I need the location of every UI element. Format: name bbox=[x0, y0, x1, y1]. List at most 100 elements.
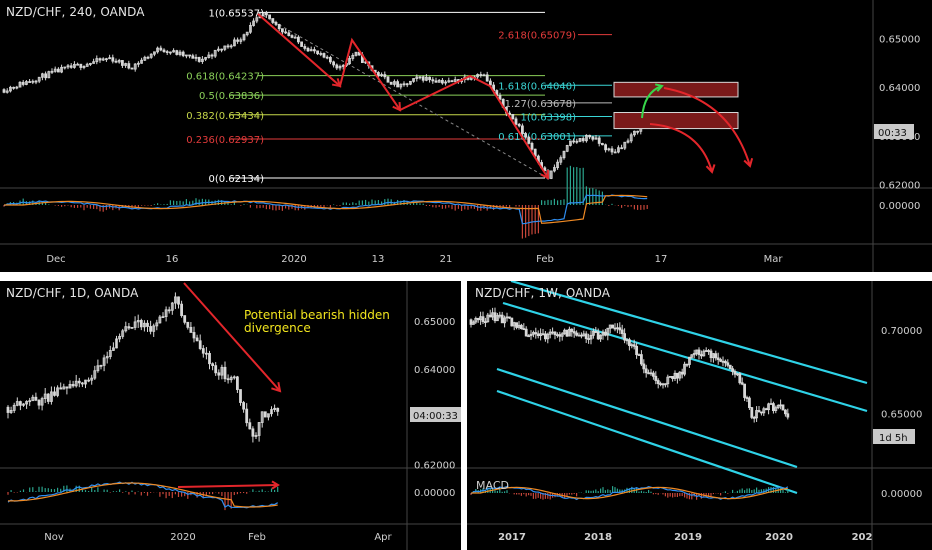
candle-1w-body bbox=[472, 321, 475, 325]
candle-1w-body bbox=[776, 405, 780, 409]
chart-1w-panel[interactable]: 0.70000 0.65000 1d 5h 0.00000 2017 2018 2019 20… bbox=[467, 281, 932, 550]
candle-4h-body bbox=[184, 54, 188, 57]
candle-1d-body bbox=[257, 422, 261, 436]
candle-4h-body bbox=[226, 45, 230, 48]
candle-4h-body bbox=[271, 18, 275, 23]
fib-trend-dashed bbox=[257, 12, 549, 179]
candle-4h-body bbox=[636, 130, 639, 133]
candle-1w-body bbox=[558, 334, 562, 337]
candle-1w-body bbox=[635, 345, 639, 355]
chart-4h-panel[interactable]: 1(0.65537) 0.618(0.64237) 0.5(0.63836) 0.38… bbox=[0, 0, 932, 272]
candle-1w-body bbox=[608, 324, 612, 329]
candle-1w-body bbox=[747, 397, 751, 408]
price-badge-label: 1d 5h bbox=[879, 433, 908, 444]
candle-4h-body bbox=[421, 76, 425, 81]
candle-4h-body bbox=[117, 60, 121, 63]
candle-4h-body bbox=[556, 161, 559, 168]
candle-1d-body bbox=[220, 366, 224, 376]
candle-1d-body bbox=[115, 338, 118, 349]
candle-1d-body bbox=[18, 401, 22, 406]
candle-1d-body bbox=[124, 326, 128, 332]
candle-4h-body bbox=[601, 143, 604, 146]
candle-1w-body bbox=[580, 334, 583, 337]
candle-1w-body bbox=[728, 364, 732, 370]
date-tick-label: Apr bbox=[374, 532, 392, 543]
candle-4h-body bbox=[418, 76, 422, 79]
candle-4h-body bbox=[604, 144, 607, 151]
candle-4h-body bbox=[236, 39, 240, 42]
candle-4h-body bbox=[79, 63, 83, 68]
candle-1d-body bbox=[239, 389, 242, 403]
candle-1w-body bbox=[642, 363, 646, 370]
candle-4h-body bbox=[175, 50, 179, 55]
candle-1w-body bbox=[680, 371, 684, 375]
candle-4h-body bbox=[440, 79, 444, 84]
candle-1w-body bbox=[644, 368, 648, 374]
candle-1d-body bbox=[170, 302, 174, 311]
date-tick-label: Feb bbox=[248, 532, 266, 543]
macd-tick-label: 0.00000 bbox=[881, 489, 922, 500]
candle-4h-body bbox=[479, 74, 483, 76]
candle-1w-body bbox=[620, 329, 624, 335]
candle-1w-body bbox=[563, 329, 566, 335]
candle-1d-body bbox=[105, 356, 109, 359]
candle-1d-body bbox=[40, 398, 44, 406]
candle-4h-body bbox=[98, 58, 102, 61]
candle-1d-body bbox=[186, 321, 190, 328]
candle-1w-body bbox=[695, 349, 699, 354]
candle-1w-body bbox=[632, 344, 636, 347]
candle-1d-body bbox=[22, 403, 25, 406]
candle-1w-body bbox=[716, 357, 720, 360]
candle-1d-body bbox=[136, 320, 140, 323]
fib-retracement-label: 0.236(0.62937) bbox=[186, 135, 264, 146]
candle-4h-body bbox=[581, 138, 585, 142]
candle-1w-body bbox=[505, 316, 509, 319]
candle-1w-body bbox=[707, 350, 711, 352]
price-badge-box bbox=[410, 407, 461, 422]
candle-4h-body bbox=[354, 51, 358, 56]
fib-extension-label: 0.618(0.63001) bbox=[498, 132, 576, 143]
descending-channel-line bbox=[510, 281, 868, 385]
candle-4h-body bbox=[207, 54, 211, 58]
price-tick-label: 0.70000 bbox=[881, 326, 922, 337]
fib-retracement-label: 0.5(0.63836) bbox=[199, 91, 264, 102]
macd-divergence-arrow bbox=[177, 484, 279, 488]
candle-1w-body bbox=[687, 356, 691, 365]
candle-4h-body bbox=[348, 58, 352, 64]
candle-1d-body bbox=[68, 384, 72, 389]
candle-1d-body bbox=[232, 376, 236, 379]
candle-4h-body bbox=[284, 31, 288, 34]
candle-4h-body bbox=[300, 41, 304, 47]
candle-4h-body bbox=[143, 56, 147, 61]
candle-1d-body bbox=[31, 396, 35, 402]
price-tick-label: 0.62000 bbox=[879, 181, 920, 192]
candle-1d-body bbox=[192, 332, 196, 339]
candle-4h-body bbox=[447, 80, 451, 83]
candle-1d-body bbox=[46, 393, 50, 402]
candle-4h-body bbox=[453, 79, 457, 82]
candle-1w-body bbox=[702, 350, 706, 357]
candle-4h-body bbox=[31, 80, 35, 83]
candle-1d-body bbox=[177, 296, 180, 305]
candle-4h-body bbox=[178, 51, 182, 55]
candle-1w-body bbox=[529, 333, 533, 337]
candle-4h-body bbox=[172, 50, 176, 53]
candle-4h-body bbox=[578, 138, 582, 142]
candle-1d-body bbox=[77, 380, 81, 384]
supply-zone-upper bbox=[613, 81, 739, 98]
candle-4h-body bbox=[562, 150, 566, 159]
candle-1d-body bbox=[211, 363, 215, 367]
candle-4h-body bbox=[585, 134, 588, 142]
candle-1w-body bbox=[503, 317, 506, 324]
chart-1d-panel[interactable]: 0.65000 0.64000 0.62000 04:00:33 0.00000 Nov 2… bbox=[0, 281, 461, 550]
candle-1d-body bbox=[189, 326, 193, 333]
candle-1w-body bbox=[779, 404, 783, 407]
candle-4h-body bbox=[15, 86, 19, 89]
candle-4h-body bbox=[63, 66, 67, 69]
candle-1w-body bbox=[517, 324, 521, 328]
candle-1d-body bbox=[223, 366, 227, 380]
candle-1d-body bbox=[87, 379, 90, 382]
candle-1d-body bbox=[84, 379, 87, 385]
candle-4h-body bbox=[50, 70, 54, 73]
candle-4h-body bbox=[620, 147, 623, 150]
